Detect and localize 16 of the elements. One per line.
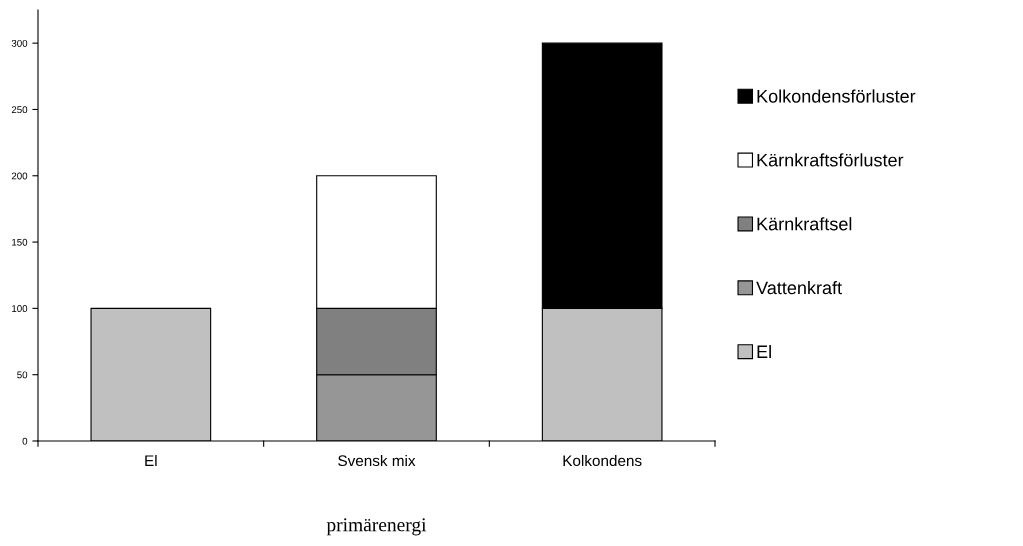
y-tick-label: 250 — [11, 106, 28, 114]
x-tick-label: El — [145, 454, 157, 466]
legend-label: Vattenkraft — [756, 281, 842, 295]
legend-label: El — [757, 344, 771, 358]
y-tick-label: 100 — [12, 305, 28, 312]
legend-label: Kärnkraftsel — [757, 217, 852, 231]
y-tick-label: 300 — [11, 39, 28, 47]
y-tick-label: 0 — [22, 437, 28, 445]
legend-label: Kärnkraftsförluster — [757, 153, 904, 167]
legend-label: Kolkondensförluster — [757, 89, 916, 103]
x-tick-label: Svensk mix — [338, 454, 416, 467]
y-tick-label: 50 — [17, 371, 28, 379]
x-tick-label: Kolkondens — [563, 454, 642, 467]
y-tick-label: 150 — [12, 238, 28, 246]
y-tick-label: 200 — [11, 172, 28, 180]
x-axis-title: primärenergi — [326, 518, 427, 536]
